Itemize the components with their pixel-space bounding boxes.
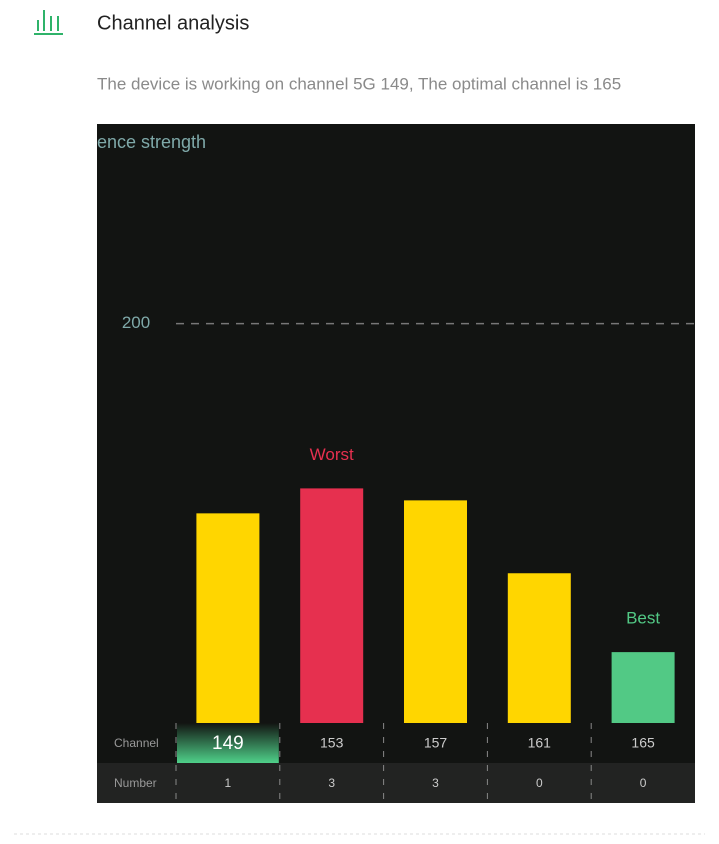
channel-label: 165 [631, 735, 655, 751]
header-icon [34, 10, 63, 35]
annotation: Worst [310, 445, 354, 464]
row-label: Number [114, 776, 157, 790]
bar [611, 652, 675, 723]
bar [196, 513, 260, 723]
row-label: Channel [114, 736, 159, 750]
channel-label: 161 [528, 735, 552, 751]
count-label: 1 [225, 776, 232, 790]
count-label: 0 [536, 776, 543, 790]
description: The device is working on channel 5G 149,… [97, 74, 621, 93]
count-label: 3 [328, 776, 335, 790]
chart-panel [97, 124, 695, 803]
number-row [97, 763, 695, 803]
bar [507, 573, 571, 723]
y-axis-label: ence strength [97, 132, 206, 152]
count-label: 3 [432, 776, 439, 790]
annotation: Best [626, 609, 660, 628]
channel-label: 153 [320, 735, 344, 751]
title: Channel analysis [97, 12, 249, 34]
count-label: 0 [640, 776, 647, 790]
channel-label: 157 [424, 735, 448, 751]
selected-channel [177, 723, 279, 763]
channel-label: 149 [212, 733, 244, 754]
bar [300, 488, 364, 723]
bar [404, 500, 467, 723]
y-tick-label: 200 [122, 313, 150, 332]
chart: ence strength Channel Number 200 149 1 153 3… [97, 132, 695, 803]
